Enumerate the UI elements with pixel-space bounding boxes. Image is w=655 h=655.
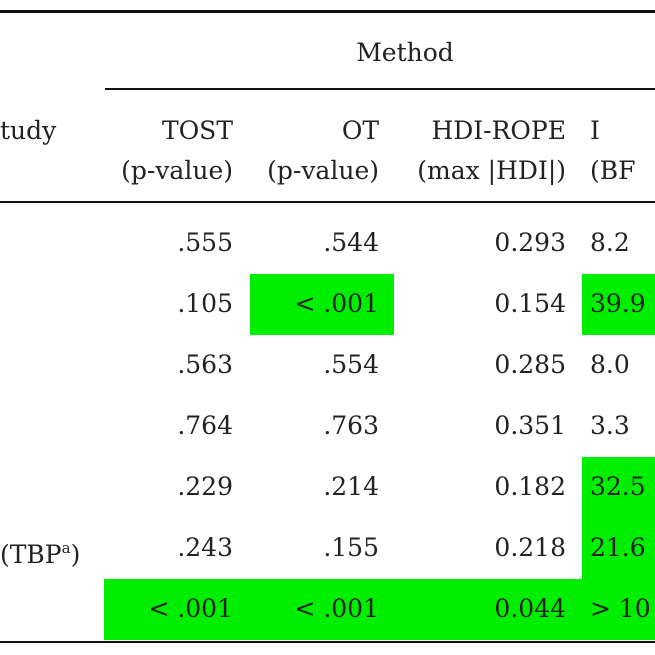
column-header: TOST	[162, 116, 233, 145]
highlight	[250, 274, 394, 335]
cell: < .001	[148, 594, 233, 623]
cell: < .001	[294, 594, 379, 623]
highlight	[104, 579, 250, 640]
highlight	[582, 518, 655, 579]
group-header: Method	[356, 38, 454, 67]
cell: .229	[177, 472, 233, 501]
cell: 32.5	[590, 472, 646, 501]
cell: 0.182	[494, 472, 566, 501]
row-label-part: a	[61, 539, 71, 557]
bottom-rule	[0, 641, 655, 643]
cell: .214	[323, 472, 379, 501]
column-header: OT	[341, 116, 379, 145]
cell: 3.3	[590, 411, 630, 440]
highlight	[394, 579, 582, 640]
cell: < .001	[294, 289, 379, 318]
column-header: (BF	[590, 156, 636, 185]
highlight	[582, 274, 655, 335]
cell: 0.351	[494, 411, 566, 440]
cell: 0.154	[494, 289, 566, 318]
group-rule	[105, 88, 655, 90]
cell: 8.0	[590, 350, 630, 379]
cell: 0.044	[494, 594, 566, 623]
cell: 39.9	[590, 289, 646, 318]
column-header: (p-value)	[121, 156, 233, 185]
header-rule	[0, 201, 655, 203]
top-rule	[0, 10, 655, 13]
cell: .563	[177, 350, 233, 379]
cell: .544	[323, 228, 379, 257]
cell: .243	[177, 533, 233, 562]
cell: .764	[177, 411, 233, 440]
highlight	[582, 457, 655, 518]
cell: 0.293	[494, 228, 566, 257]
cell: > 10	[590, 594, 651, 623]
row-label-part: (TBP	[0, 540, 62, 569]
stub-header: tudy	[0, 116, 57, 145]
cell: 8.2	[590, 228, 630, 257]
cell: 21.6	[590, 533, 646, 562]
cell: .105	[177, 289, 233, 318]
highlight	[582, 579, 655, 640]
cell: 0.218	[494, 533, 566, 562]
cell: .763	[323, 411, 379, 440]
cell: 0.285	[494, 350, 566, 379]
cell: .554	[323, 350, 379, 379]
cell: .555	[177, 228, 233, 257]
cell: .155	[323, 533, 379, 562]
column-header: (p-value)	[267, 156, 379, 185]
highlight	[250, 579, 394, 640]
row-label: (TBPa)	[0, 533, 80, 570]
row-label-part: )	[70, 540, 81, 569]
column-header: I	[590, 116, 600, 145]
column-header: HDI-ROPE	[431, 116, 566, 145]
column-header: (max |HDI|)	[417, 156, 566, 185]
